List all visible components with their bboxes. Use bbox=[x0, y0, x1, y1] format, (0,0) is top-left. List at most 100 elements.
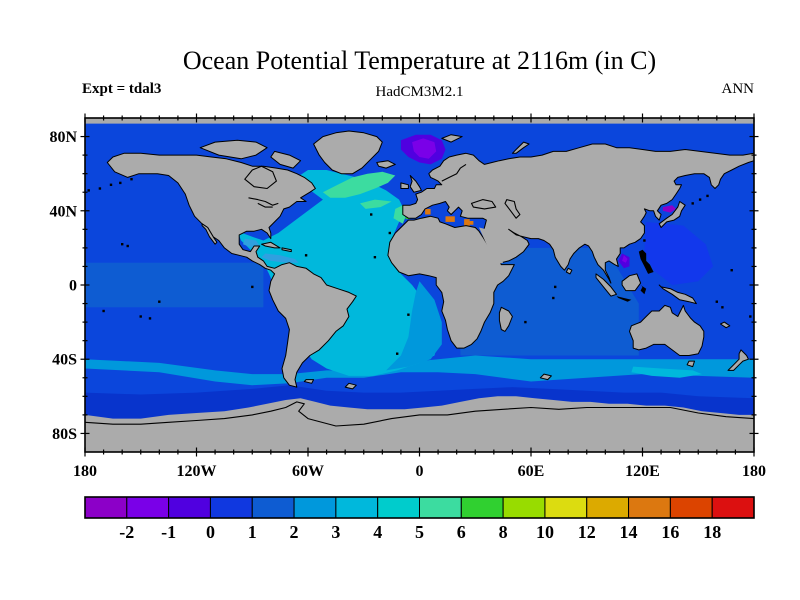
coast-baltic bbox=[441, 163, 467, 182]
land-borneo bbox=[621, 273, 642, 292]
colorbar-frame bbox=[84, 496, 755, 519]
colorbar-label: -1 bbox=[161, 522, 176, 542]
colorbar-cell bbox=[419, 496, 462, 519]
land-sri-lanka bbox=[565, 267, 573, 275]
island-dot bbox=[139, 315, 142, 318]
land-americas bbox=[106, 152, 357, 388]
island-dot bbox=[706, 194, 709, 198]
land-madagascar bbox=[498, 306, 513, 332]
ocean-patch-southern-band-2-3C bbox=[85, 355, 754, 386]
ocean-patch-nw-pacific-bright bbox=[644, 221, 714, 285]
island-dot bbox=[396, 352, 399, 355]
land-baja bbox=[201, 223, 218, 245]
colorbar: -2 -1 0 1 2 3 4 5 6 8 10 12 14 16 18 bbox=[84, 496, 755, 542]
colorbar-label: 3 bbox=[331, 522, 340, 542]
x-tick-label: 120E bbox=[625, 463, 660, 480]
land-hispaniola bbox=[281, 247, 292, 253]
y-tick-label: 40S bbox=[52, 352, 77, 369]
ocean-patch-mediterranean-orange-1 bbox=[425, 208, 431, 215]
land-cuba bbox=[261, 241, 281, 249]
x-tick-label: 180 bbox=[742, 463, 766, 480]
y-tick-label: 80S bbox=[52, 426, 77, 443]
coast-great-lakes-2 bbox=[257, 202, 273, 208]
island-dot bbox=[119, 181, 122, 185]
ocean-patch-se-atlantic-2-3C bbox=[386, 281, 442, 371]
island-dot bbox=[554, 285, 557, 289]
land-kerguelen bbox=[539, 373, 552, 381]
colorbar-cell bbox=[502, 496, 546, 519]
x-axis-labels: 180 120W 60W 0 60E 120E 180 bbox=[73, 463, 766, 480]
land-canadian-archipelago bbox=[199, 139, 268, 160]
land-south-georgia bbox=[344, 382, 357, 390]
island-dot bbox=[158, 300, 161, 303]
colorbar-label: 12 bbox=[578, 522, 596, 542]
island-dot bbox=[407, 313, 410, 316]
colorbar-label: 5 bbox=[415, 522, 424, 542]
land-baffin bbox=[270, 150, 302, 169]
colorbar-label: 2 bbox=[290, 522, 299, 542]
island-dot bbox=[251, 285, 254, 289]
coast-antarctica bbox=[85, 401, 754, 427]
land-uk bbox=[409, 175, 422, 193]
land-australia bbox=[629, 304, 705, 356]
island-dot bbox=[730, 269, 733, 272]
island-dot bbox=[304, 254, 308, 257]
island-dot bbox=[721, 306, 724, 309]
land-new-zealand bbox=[727, 349, 749, 371]
x-tick-label: 60W bbox=[292, 463, 324, 480]
ocean-patch-caribbean-light bbox=[261, 253, 299, 263]
land-java bbox=[616, 296, 632, 302]
colorbar-label: 14 bbox=[620, 522, 638, 542]
axis-ticks bbox=[80, 113, 759, 457]
colorbar-cell bbox=[84, 496, 128, 519]
colorbar-cell bbox=[711, 496, 755, 519]
ocean-patch-south-australia-cyan bbox=[631, 366, 702, 378]
colorbar-cell bbox=[126, 496, 170, 519]
island-dot bbox=[126, 244, 129, 248]
ocean-patch-eq-east-pacific-1-2C bbox=[85, 262, 264, 308]
ocean-patch-atlantic-cyan-3-4C bbox=[237, 170, 439, 376]
colorbar-label: 16 bbox=[661, 522, 679, 542]
island-dot bbox=[148, 317, 152, 320]
land-sulawesi bbox=[640, 285, 647, 295]
colorbar-cell bbox=[251, 496, 295, 519]
land-japan bbox=[658, 201, 686, 228]
colorbar-cell bbox=[586, 496, 630, 519]
land-novaya-zemlya bbox=[511, 141, 530, 154]
y-axis-labels: 80N 40N 0 40S 80S bbox=[49, 129, 77, 443]
world-map bbox=[85, 118, 754, 452]
x-tick-label: 0 bbox=[416, 463, 424, 480]
island-dot bbox=[698, 198, 702, 201]
land-philippines bbox=[638, 249, 654, 274]
island-dot bbox=[98, 187, 102, 190]
colorbar-cell bbox=[628, 496, 671, 519]
colorbar-label: 6 bbox=[457, 522, 466, 542]
land-greenland bbox=[313, 130, 383, 175]
y-tick-label: 40N bbox=[49, 203, 77, 220]
ocean-patch-north-atlantic-green-b bbox=[360, 199, 392, 209]
colorbar-cell bbox=[168, 496, 211, 519]
coast-black-sea bbox=[470, 199, 497, 210]
ocean-patch-mediterranean-orange-2 bbox=[445, 216, 455, 222]
coast-caspian bbox=[504, 199, 521, 219]
colorbar-cell bbox=[460, 496, 504, 519]
colorbar-cell bbox=[209, 496, 253, 519]
island-dot bbox=[109, 183, 113, 186]
colorbar-cell bbox=[377, 496, 421, 519]
land-antarctica bbox=[85, 396, 754, 452]
land-new-guinea bbox=[658, 284, 697, 305]
colorbar-cell bbox=[293, 496, 337, 519]
colorbar-cell bbox=[544, 496, 588, 519]
coast-great-lakes-1 bbox=[248, 197, 279, 206]
coastline-layer bbox=[85, 163, 754, 427]
land-falklands bbox=[303, 379, 315, 384]
colorbar-label: 8 bbox=[499, 522, 508, 542]
ocean-patch-north-atlantic-green-a bbox=[322, 171, 396, 198]
season-label: ANN bbox=[721, 81, 755, 97]
y-tick-label: 0 bbox=[69, 278, 77, 295]
y-tick-label: 80N bbox=[49, 129, 77, 146]
colorbar-label: -2 bbox=[119, 522, 134, 542]
colorbar-label: 4 bbox=[373, 522, 382, 542]
